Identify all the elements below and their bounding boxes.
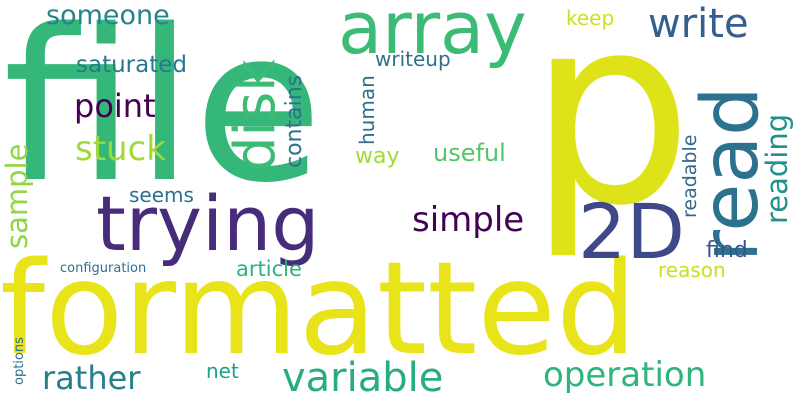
word-operation: operation xyxy=(543,355,707,395)
word-useful: useful xyxy=(433,139,506,167)
word-net: net xyxy=(206,359,239,383)
word-sample: sample xyxy=(0,143,34,249)
word-write: write xyxy=(648,1,749,47)
word-variable: variable xyxy=(282,355,444,401)
word-simple: simple xyxy=(412,200,525,240)
word-writeup: writeup xyxy=(375,47,451,71)
word-file: file xyxy=(3,0,323,229)
word-array: array xyxy=(338,0,527,70)
word-configuration: configuration xyxy=(60,261,147,276)
word-seems: seems xyxy=(129,183,194,207)
word-human: human xyxy=(355,75,379,145)
word-options: options xyxy=(12,337,27,385)
word-read: read xyxy=(686,86,776,262)
word-readable: readable xyxy=(679,134,701,218)
word-contains: contains xyxy=(282,74,307,168)
word-reason: reason xyxy=(658,258,726,282)
word-keep: keep xyxy=(566,6,615,30)
word-stuck: stuck xyxy=(75,129,166,169)
word-someone: someone xyxy=(46,0,170,31)
word-find: find xyxy=(706,238,748,263)
word-formatted: formatted xyxy=(0,235,638,384)
word-trying: trying xyxy=(96,179,320,268)
word-reading: reading xyxy=(760,113,794,224)
word-p: p xyxy=(528,0,694,263)
word-2D: 2D xyxy=(578,187,685,276)
word-way: way xyxy=(355,144,400,169)
word-rather: rather xyxy=(42,359,141,397)
word-article: article xyxy=(236,257,302,281)
word-saturated: saturated xyxy=(76,52,187,78)
word-point: point xyxy=(74,87,156,125)
word-disk: disk xyxy=(223,59,288,172)
